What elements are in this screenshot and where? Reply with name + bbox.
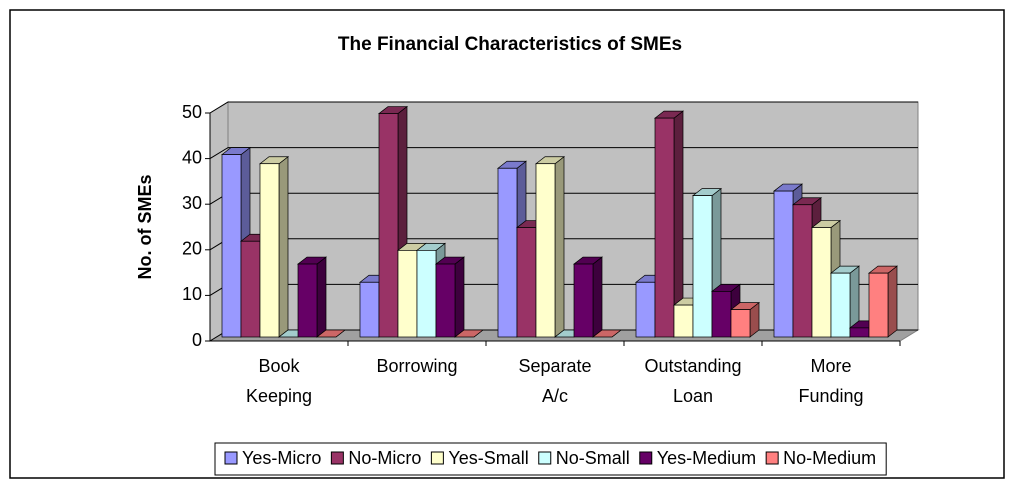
grid-line: [209, 101, 918, 114]
bar: [729, 301, 761, 338]
legend-swatch: [765, 451, 779, 465]
y-tick-label: 50: [182, 102, 202, 122]
bar-front: [497, 167, 518, 338]
bar: [296, 256, 328, 338]
legend-label: No-Small: [556, 448, 630, 468]
x-tick-line: More: [810, 356, 851, 376]
chart-title: The Financial Characteristics of SMEs: [338, 34, 682, 55]
bar: [377, 105, 409, 338]
bar-side: [592, 256, 603, 338]
legend-swatch: [330, 451, 344, 465]
bar-front: [849, 327, 870, 338]
x-tick-line: A/c: [542, 386, 568, 406]
bar-front: [416, 250, 437, 338]
y-tick-label: 0: [192, 330, 202, 350]
bar-front: [535, 163, 556, 338]
bar-front: [240, 240, 261, 338]
legend-swatch: [538, 451, 552, 465]
y-axis-title: No. of SMEs: [135, 174, 155, 279]
x-tick-label: Separate A/c: [518, 356, 591, 406]
bar-front: [297, 263, 318, 338]
bar-front: [359, 281, 380, 338]
legend-label: Yes-Small: [448, 448, 528, 468]
bar: [434, 256, 466, 338]
bar: [867, 265, 899, 338]
bar: [653, 110, 685, 338]
bar: [591, 329, 623, 338]
bar-front: [378, 113, 399, 338]
bar-side: [316, 256, 327, 338]
bar-front: [868, 272, 889, 338]
y-tick-label: 10: [182, 284, 202, 304]
bar-front: [435, 263, 456, 338]
bar: [534, 156, 566, 338]
bar-front: [654, 117, 675, 338]
x-tick-line: Separate: [518, 356, 591, 376]
legend-swatch: [430, 451, 444, 465]
bar: [315, 329, 347, 338]
bar-top: [453, 329, 485, 338]
x-tick-line: Outstanding: [644, 356, 741, 376]
y-tick-label: 40: [182, 147, 202, 167]
bar: [258, 156, 290, 338]
bar-side: [278, 156, 289, 338]
bar-front: [830, 272, 851, 338]
bar-front: [730, 309, 751, 338]
y-tick-label: 20: [182, 239, 202, 259]
bar-front: [792, 204, 813, 338]
bar-side: [554, 156, 565, 338]
legend-label: Yes-Micro: [242, 448, 321, 468]
bar-front: [711, 291, 732, 338]
bar: [453, 329, 485, 338]
bar-front: [573, 263, 594, 338]
bar-front: [635, 281, 656, 338]
bar-top: [591, 329, 623, 338]
bar: [572, 256, 604, 338]
x-tick-label: Book Keeping: [246, 356, 312, 406]
legend-swatch: [639, 451, 653, 465]
legend-swatch: [224, 451, 238, 465]
x-tick-label: Outstanding Loan: [644, 356, 741, 406]
bar-front: [773, 190, 794, 338]
bar-front: [221, 154, 242, 338]
bar-front: [811, 227, 832, 338]
bar-top: [315, 329, 347, 338]
legend-label: No-Medium: [783, 448, 876, 468]
x-tick-label: Borrowing: [376, 356, 457, 376]
grid-line: [209, 147, 918, 160]
x-tick-line: Book: [258, 356, 300, 376]
bar-side: [454, 256, 465, 338]
legend-label: No-Micro: [348, 448, 421, 468]
x-tick-line: Keeping: [246, 386, 312, 406]
bar-front: [692, 195, 713, 338]
x-tick-label: More Funding: [798, 356, 863, 406]
bar-side: [887, 265, 898, 338]
y-tick-label: 30: [182, 193, 202, 213]
x-tick-line: Loan: [673, 386, 713, 406]
legend-label: Yes-Medium: [657, 448, 756, 468]
x-tick-line: Funding: [798, 386, 863, 406]
bar-front: [516, 227, 537, 338]
bar-front: [673, 304, 694, 338]
bar-front: [259, 163, 280, 338]
bar-front: [397, 250, 418, 338]
